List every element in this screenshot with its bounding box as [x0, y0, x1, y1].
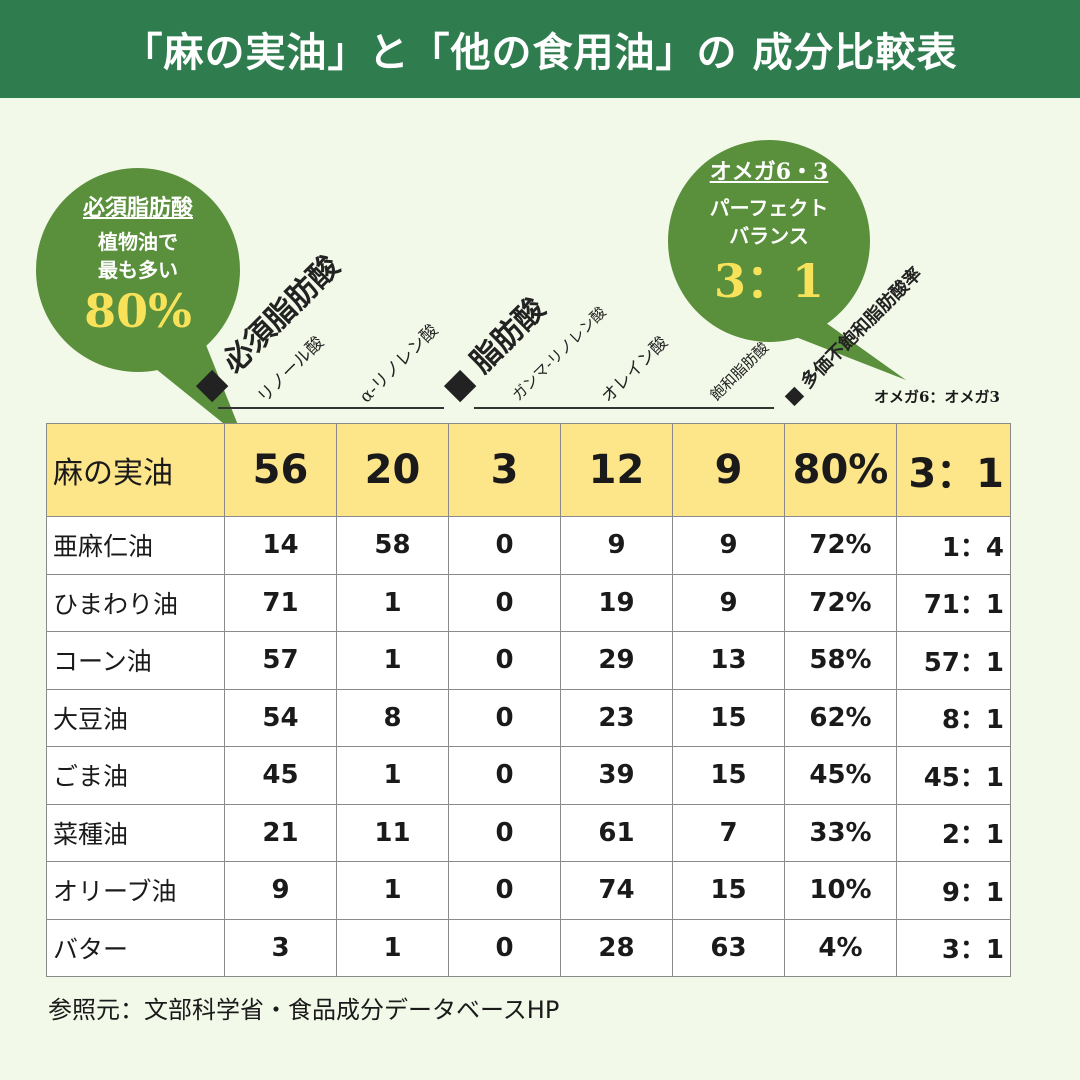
cell-omega-ratio: 71：1: [896, 573, 1011, 632]
cell-linoleic: 14: [224, 516, 337, 575]
bubble-left-line1: 植物油で: [98, 230, 178, 254]
cell-saturated: 15: [672, 688, 785, 747]
cell-oleic: 39: [560, 746, 673, 805]
page-title: 「麻の実油」と「他の食用油」の 成分比較表: [0, 0, 1080, 98]
cell-gamma-linolenic: 0: [448, 688, 561, 747]
bubble-right-title: オメガ6・3: [709, 159, 829, 185]
cell-omega-ratio: 8：1: [896, 688, 1011, 747]
cell-omega-ratio: 3：1: [896, 423, 1011, 517]
cell-name: バター: [46, 918, 225, 977]
cell-poly-rate: 62%: [784, 688, 897, 747]
cell-name: 麻の実油: [46, 423, 225, 517]
bubble-essential-fatty-acids: 必須脂肪酸 植物油で 最も多い 80%: [36, 168, 240, 372]
cell-name: 亜麻仁油: [46, 516, 225, 575]
cell-name: 大豆油: [46, 688, 225, 747]
table-row: 菜種油 21 11 0 61 7 33% 2：1: [46, 803, 1011, 862]
cell-linoleic: 71: [224, 573, 337, 632]
cell-alpha-linolenic: 1: [336, 861, 449, 920]
cell-gamma-linolenic: 0: [448, 631, 561, 690]
bubble-omega-balance: オメガ6・3 パーフェクト バランス 3：1: [668, 140, 870, 342]
cell-name: 菜種油: [46, 803, 225, 862]
header-underline-fatty: [474, 407, 774, 409]
cell-linoleic: 45: [224, 746, 337, 805]
cell-oleic: 29: [560, 631, 673, 690]
cell-oleic: 19: [560, 573, 673, 632]
cell-poly-rate: 45%: [784, 746, 897, 805]
cell-gamma-linolenic: 0: [448, 918, 561, 977]
ratio-note: オメガ6：オメガ3: [874, 388, 1000, 406]
cell-alpha-linolenic: 58: [336, 516, 449, 575]
cell-oleic: 74: [560, 861, 673, 920]
cell-gamma-linolenic: 0: [448, 573, 561, 632]
cell-gamma-linolenic: 3: [448, 423, 561, 517]
table-row: 大豆油 54 8 0 23 15 62% 8：1: [46, 688, 1011, 747]
cell-omega-ratio: 45：1: [896, 746, 1011, 805]
header-underline-essential: [218, 407, 444, 409]
bubble-right-line1: パーフェクト: [709, 196, 829, 220]
cell-saturated: 15: [672, 746, 785, 805]
cell-saturated: 9: [672, 423, 785, 517]
cell-linoleic: 56: [224, 423, 337, 517]
cell-alpha-linolenic: 1: [336, 918, 449, 977]
cell-alpha-linolenic: 1: [336, 631, 449, 690]
table-row: コーン油 57 1 0 29 13 58% 57：1: [46, 631, 1011, 690]
table-row-highlight: 麻の実油 56 20 3 12 9 80% 3：1: [46, 423, 1011, 517]
cell-omega-ratio: 9：1: [896, 861, 1011, 920]
bubble-right-big: 3：1: [713, 254, 824, 308]
cell-linoleic: 21: [224, 803, 337, 862]
cell-saturated: 13: [672, 631, 785, 690]
cell-linoleic: 9: [224, 861, 337, 920]
comparison-table: 麻の実油 56 20 3 12 9 80% 3：1 亜麻仁油 14 58 0 9…: [46, 423, 1011, 977]
cell-poly-rate: 72%: [784, 573, 897, 632]
cell-poly-rate: 10%: [784, 861, 897, 920]
table-row: ひまわり油 71 1 0 19 9 72% 71：1: [46, 573, 1011, 632]
table-row: ごま油 45 1 0 39 15 45% 45：1: [46, 746, 1011, 805]
cell-oleic: 23: [560, 688, 673, 747]
cell-saturated: 9: [672, 573, 785, 632]
table-row: オリーブ油 9 1 0 74 15 10% 9：1: [46, 861, 1011, 920]
cell-oleic: 28: [560, 918, 673, 977]
cell-poly-rate: 72%: [784, 516, 897, 575]
cell-oleic: 61: [560, 803, 673, 862]
cell-alpha-linolenic: 1: [336, 746, 449, 805]
bubble-left-line2: 最も多い: [98, 258, 178, 282]
cell-gamma-linolenic: 0: [448, 861, 561, 920]
cell-name: コーン油: [46, 631, 225, 690]
cell-name: ひまわり油: [46, 573, 225, 632]
cell-gamma-linolenic: 0: [448, 516, 561, 575]
cell-poly-rate: 33%: [784, 803, 897, 862]
source-note: 参照元：文部科学省・食品成分データベースHP: [48, 996, 560, 1024]
cell-linoleic: 57: [224, 631, 337, 690]
cell-omega-ratio: 2：1: [896, 803, 1011, 862]
cell-omega-ratio: 1：4: [896, 516, 1011, 575]
bubble-left-title: 必須脂肪酸: [82, 195, 193, 221]
bubble-right-line2: バランス: [729, 224, 809, 248]
cell-gamma-linolenic: 0: [448, 746, 561, 805]
cell-oleic: 12: [560, 423, 673, 517]
cell-saturated: 9: [672, 516, 785, 575]
cell-saturated: 15: [672, 861, 785, 920]
cell-oleic: 9: [560, 516, 673, 575]
bubble-left-big: 80%: [84, 284, 192, 338]
cell-name: オリーブ油: [46, 861, 225, 920]
cell-alpha-linolenic: 1: [336, 573, 449, 632]
cell-poly-rate: 80%: [784, 423, 897, 517]
cell-linoleic: 54: [224, 688, 337, 747]
cell-name: ごま油: [46, 746, 225, 805]
cell-omega-ratio: 57：1: [896, 631, 1011, 690]
cell-poly-rate: 4%: [784, 918, 897, 977]
cell-alpha-linolenic: 11: [336, 803, 449, 862]
cell-linoleic: 3: [224, 918, 337, 977]
cell-saturated: 7: [672, 803, 785, 862]
cell-omega-ratio: 3：1: [896, 918, 1011, 977]
cell-alpha-linolenic: 20: [336, 423, 449, 517]
table-row: バター 3 1 0 28 63 4% 3：1: [46, 918, 1011, 977]
table-row: 亜麻仁油 14 58 0 9 9 72% 1：4: [46, 516, 1011, 575]
cell-alpha-linolenic: 8: [336, 688, 449, 747]
cell-saturated: 63: [672, 918, 785, 977]
cell-poly-rate: 58%: [784, 631, 897, 690]
cell-gamma-linolenic: 0: [448, 803, 561, 862]
